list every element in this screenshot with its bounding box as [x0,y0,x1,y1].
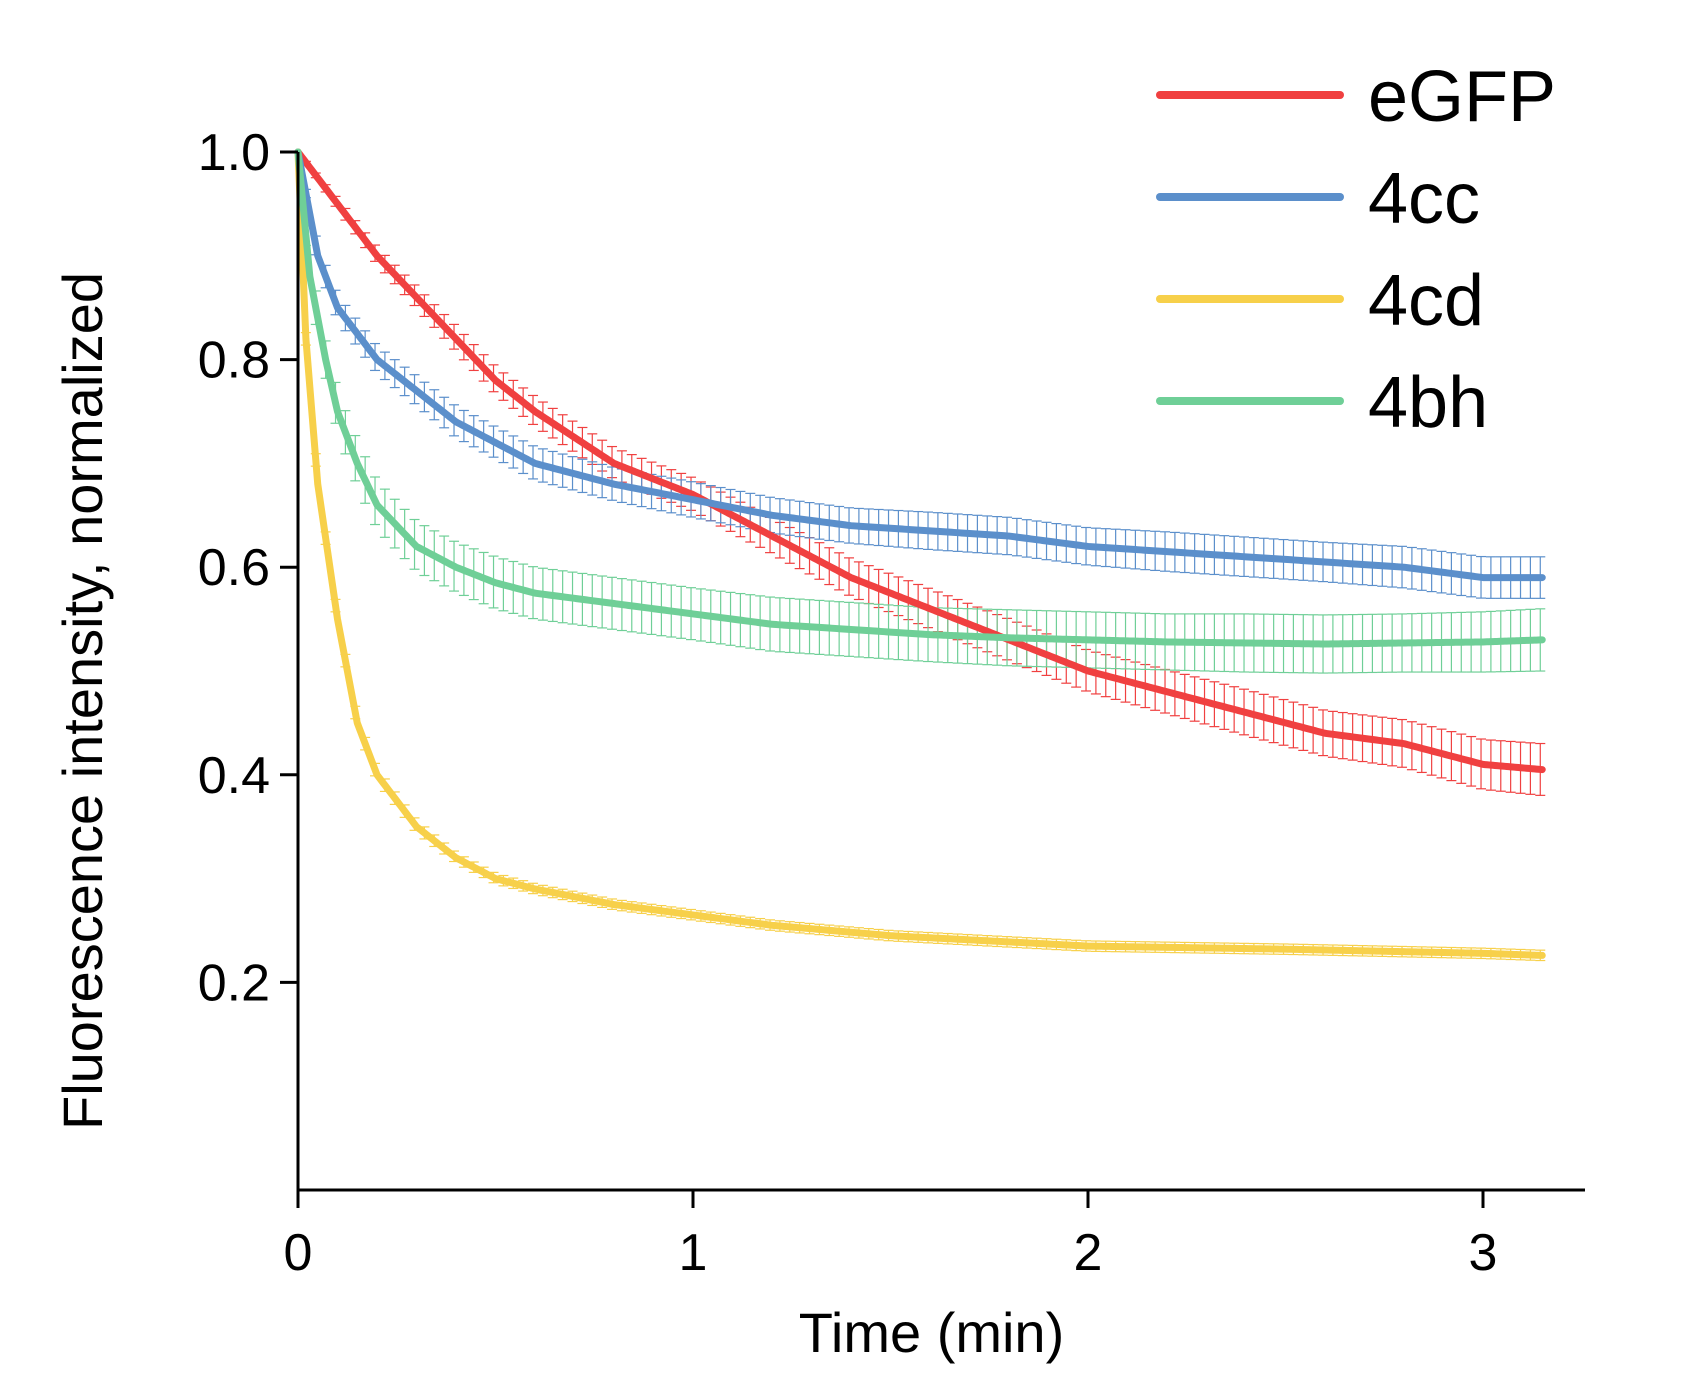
legend-label: 4cc [1368,159,1480,239]
legend-item-4cc: 4cc [1156,159,1480,239]
series-line-4cd [294,148,1546,959]
legend-label: 4cd [1368,261,1484,341]
error-bars-4cc [300,188,1546,599]
y-ticks: 1.0 0.8 0.6 0.4 0.2 [198,124,298,1012]
series-line-eGFP [294,148,1546,774]
x-tick-label: 2 [1074,1224,1103,1282]
legend-item-eGFP: eGFP [1156,57,1556,137]
axes-layer [296,152,1585,1192]
legend: eGFP 4cc 4cd 4bh [1156,57,1556,443]
series-lines-layer [294,148,1546,959]
x-tick-label: 1 [679,1224,708,1282]
y-axis-label: Fluorescence intensity, normalized [51,272,114,1130]
x-axis-label: Time (min) [799,1301,1064,1364]
error-bars-eGFP [300,160,1546,796]
series-line-4bh [294,148,1546,648]
y-tick-label: 0.2 [198,954,270,1012]
y-tick-label: 0.4 [198,747,270,805]
x-tick-label: 0 [284,1224,313,1282]
legend-label: eGFP [1368,57,1556,137]
legend-item-4cd: 4cd [1156,261,1484,341]
x-ticks: 0 1 2 3 [284,1190,1498,1282]
series-line-4cc [294,148,1546,582]
legend-item-4bh: 4bh [1156,363,1488,443]
legend-label: 4bh [1368,363,1488,443]
y-tick-label: 0.8 [198,332,270,390]
y-tick-label: 1.0 [198,124,270,182]
x-tick-label: 3 [1469,1224,1498,1282]
y-tick-label: 0.6 [198,539,270,597]
